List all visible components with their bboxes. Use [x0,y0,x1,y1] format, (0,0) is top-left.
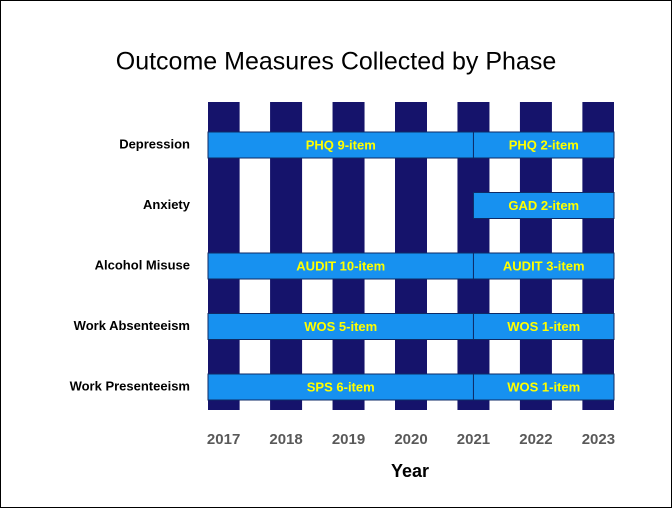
x-tick-label: 2023 [582,431,615,448]
phase-bar [207,373,474,401]
phase-label: PHQ 2-item [509,137,579,152]
x-tick-label: 2017 [207,431,240,448]
x-tick-label: 2018 [269,431,302,448]
row-label: Alcohol Misuse [95,257,190,272]
phase-bar [472,313,615,340]
chart-title: Outcome Measures Collected by Phase [116,48,557,76]
row-label: Work Presenteeism [70,378,190,393]
phase-label: GAD 2-item [508,198,579,213]
phase-label: WOS 1-item [507,379,580,394]
x-axis-label: Year [391,461,429,481]
phase-label: SPS 6-item [307,379,375,394]
x-tick-label: 2019 [332,431,365,448]
row-label: Anxiety [143,197,191,212]
phase-bar [472,192,615,219]
phase-label: AUDIT 10-item [296,258,385,273]
x-tick-label: 2021 [457,431,490,448]
phase-label: WOS 1-item [507,319,580,334]
phase-label: WOS 5-item [304,319,377,334]
phase-bar [472,373,615,401]
phase-bar [472,252,615,280]
x-tick-label: 2022 [519,431,552,448]
x-tick-label: 2020 [394,431,427,448]
phase-bar [207,252,474,280]
row-label: Work Absenteeism [74,318,190,333]
phase-label: PHQ 9-item [306,137,376,152]
phase-bar [472,131,615,159]
row-label: Depression [119,136,190,151]
phase-label: AUDIT 3-item [503,258,585,273]
